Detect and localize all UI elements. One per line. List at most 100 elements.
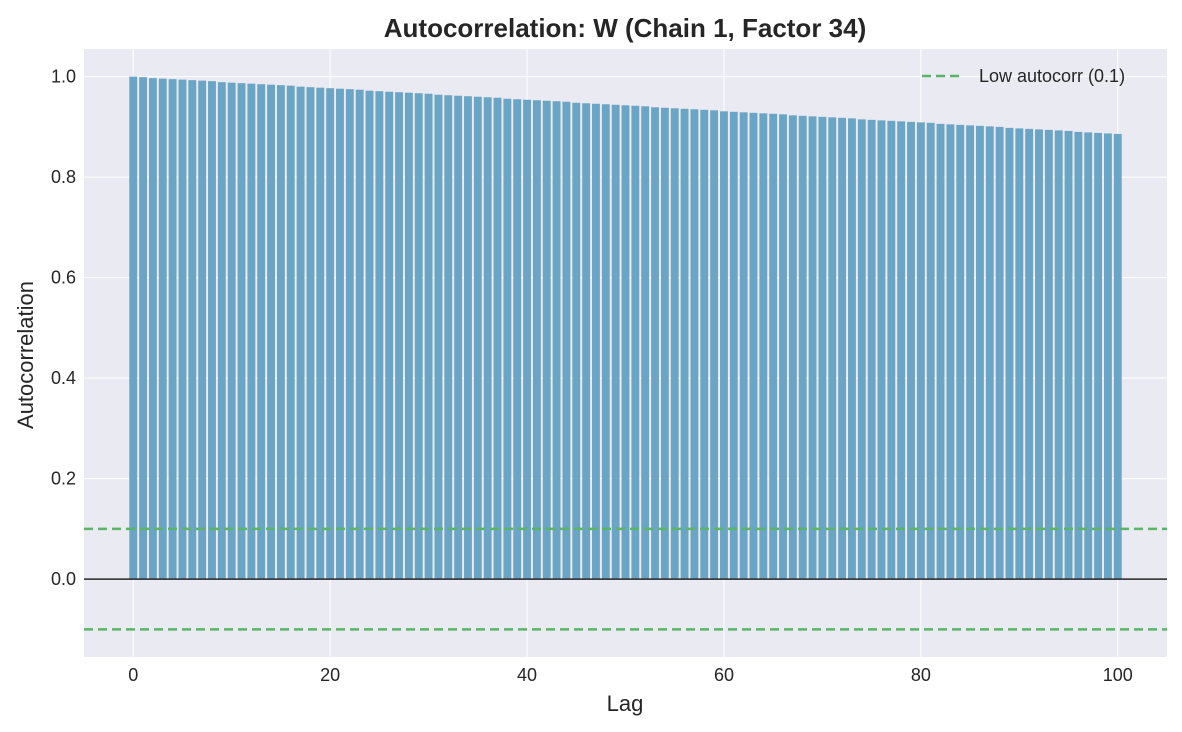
bar-lag-35 (473, 96, 482, 580)
bar-lag-68 (798, 115, 807, 580)
bar-lag-28 (404, 92, 413, 580)
bar-lag-34 (464, 96, 472, 580)
bar-lag-84 (956, 124, 965, 580)
bar-lag-82 (936, 123, 945, 580)
bar-lag-23 (355, 89, 364, 580)
bar-lag-56 (680, 108, 689, 580)
y-tick-label: 0.8 (51, 167, 76, 187)
bar-lag-44 (562, 101, 571, 580)
bar-lag-27 (395, 92, 403, 580)
bar-lag-0 (129, 76, 138, 580)
y-tick-label: 1.0 (51, 67, 76, 87)
bar-lag-2 (148, 78, 157, 580)
bar-lag-87 (985, 126, 994, 580)
bar-lag-92 (1035, 129, 1043, 580)
bar-lag-62 (739, 112, 748, 580)
bar-lag-3 (158, 78, 167, 580)
bar-lag-86 (975, 125, 984, 580)
bar-lag-67 (788, 115, 797, 580)
bar-lag-12 (247, 83, 256, 580)
y-tick-label: 0.4 (51, 368, 76, 388)
bar-lag-1 (139, 77, 148, 580)
bar-lag-31 (434, 94, 443, 580)
bar-lag-95 (1064, 130, 1073, 580)
chart-title: Autocorrelation: W (Chain 1, Factor 34) (384, 13, 867, 43)
bar-lag-60 (720, 111, 728, 580)
bar-lag-17 (296, 86, 305, 580)
bar-lag-76 (877, 120, 886, 580)
bar-lag-29 (414, 93, 423, 580)
bar-lag-69 (808, 116, 817, 580)
bar-lag-7 (198, 80, 207, 580)
y-axis-label: Autocorrelation (13, 281, 38, 429)
x-axis-label: Lag (607, 691, 644, 716)
bar-lag-47 (592, 103, 600, 580)
bar-lag-89 (1005, 127, 1014, 580)
bar-lag-58 (700, 109, 709, 580)
bar-lag-43 (552, 101, 561, 580)
bar-lag-38 (503, 98, 512, 580)
bar-lag-90 (1015, 128, 1024, 580)
bar-lag-59 (710, 110, 719, 580)
bar-lag-16 (286, 85, 295, 580)
bar-lag-88 (995, 126, 1004, 580)
bar-lag-14 (267, 84, 276, 580)
bar-lag-52 (641, 106, 650, 580)
bars (129, 76, 1122, 580)
bar-lag-83 (946, 124, 955, 580)
bar-lag-9 (217, 82, 226, 580)
x-tick-label: 20 (320, 665, 340, 685)
bar-lag-94 (1054, 130, 1063, 580)
bar-lag-78 (897, 121, 906, 580)
bar-lag-41 (532, 100, 541, 580)
bar-lag-74 (857, 119, 866, 580)
x-tick-label: 80 (911, 665, 931, 685)
bar-lag-53 (651, 107, 659, 580)
bar-lag-64 (759, 113, 768, 580)
bar-lag-5 (178, 79, 187, 580)
bar-lag-51 (631, 105, 640, 580)
bar-lag-45 (572, 102, 581, 580)
bar-lag-97 (1084, 132, 1093, 580)
bar-lag-11 (237, 83, 246, 580)
bar-lag-21 (336, 88, 344, 580)
bar-lag-40 (523, 99, 531, 580)
bar-lag-15 (276, 85, 285, 580)
x-tick-label: 0 (128, 665, 138, 685)
bar-lag-20 (326, 88, 335, 580)
bar-lag-37 (493, 97, 502, 580)
bar-lag-50 (621, 105, 630, 580)
bar-lag-99 (1103, 133, 1112, 580)
bar-lag-13 (257, 84, 266, 580)
bar-lag-96 (1074, 131, 1083, 580)
reference-lines (84, 527, 1167, 631)
bar-lag-6 (188, 80, 197, 580)
y-tick-label: 0.0 (51, 569, 76, 589)
bar-lag-61 (729, 111, 738, 580)
bar-lag-36 (483, 97, 492, 580)
bar-lag-70 (818, 116, 827, 580)
bar-lag-93 (1044, 129, 1053, 580)
bar-lag-81 (926, 122, 935, 580)
bar-lag-42 (542, 100, 551, 580)
bar-lag-72 (838, 117, 847, 580)
bar-lag-77 (887, 120, 896, 580)
bar-lag-26 (385, 91, 394, 580)
bar-lag-33 (454, 95, 463, 580)
bar-lag-19 (316, 87, 325, 580)
bar-lag-98 (1094, 132, 1103, 580)
bar-lag-57 (690, 109, 699, 580)
bar-lag-85 (966, 125, 975, 580)
x-tick-label: 60 (714, 665, 734, 685)
legend-label-threshold: Low autocorr (0.1) (979, 66, 1125, 86)
legend: Low autocorr (0.1) (922, 66, 1125, 86)
y-tick-labels: 0.0 0.2 0.4 0.6 0.8 1.0 (51, 67, 76, 589)
bar-lag-18 (306, 87, 315, 580)
bar-lag-24 (365, 90, 374, 580)
bar-lag-46 (582, 103, 591, 580)
bar-lag-25 (375, 91, 384, 580)
bar-lag-71 (828, 117, 837, 580)
y-tick-label: 0.6 (51, 268, 76, 288)
bar-lag-91 (1025, 128, 1034, 580)
bar-lag-55 (670, 108, 679, 580)
